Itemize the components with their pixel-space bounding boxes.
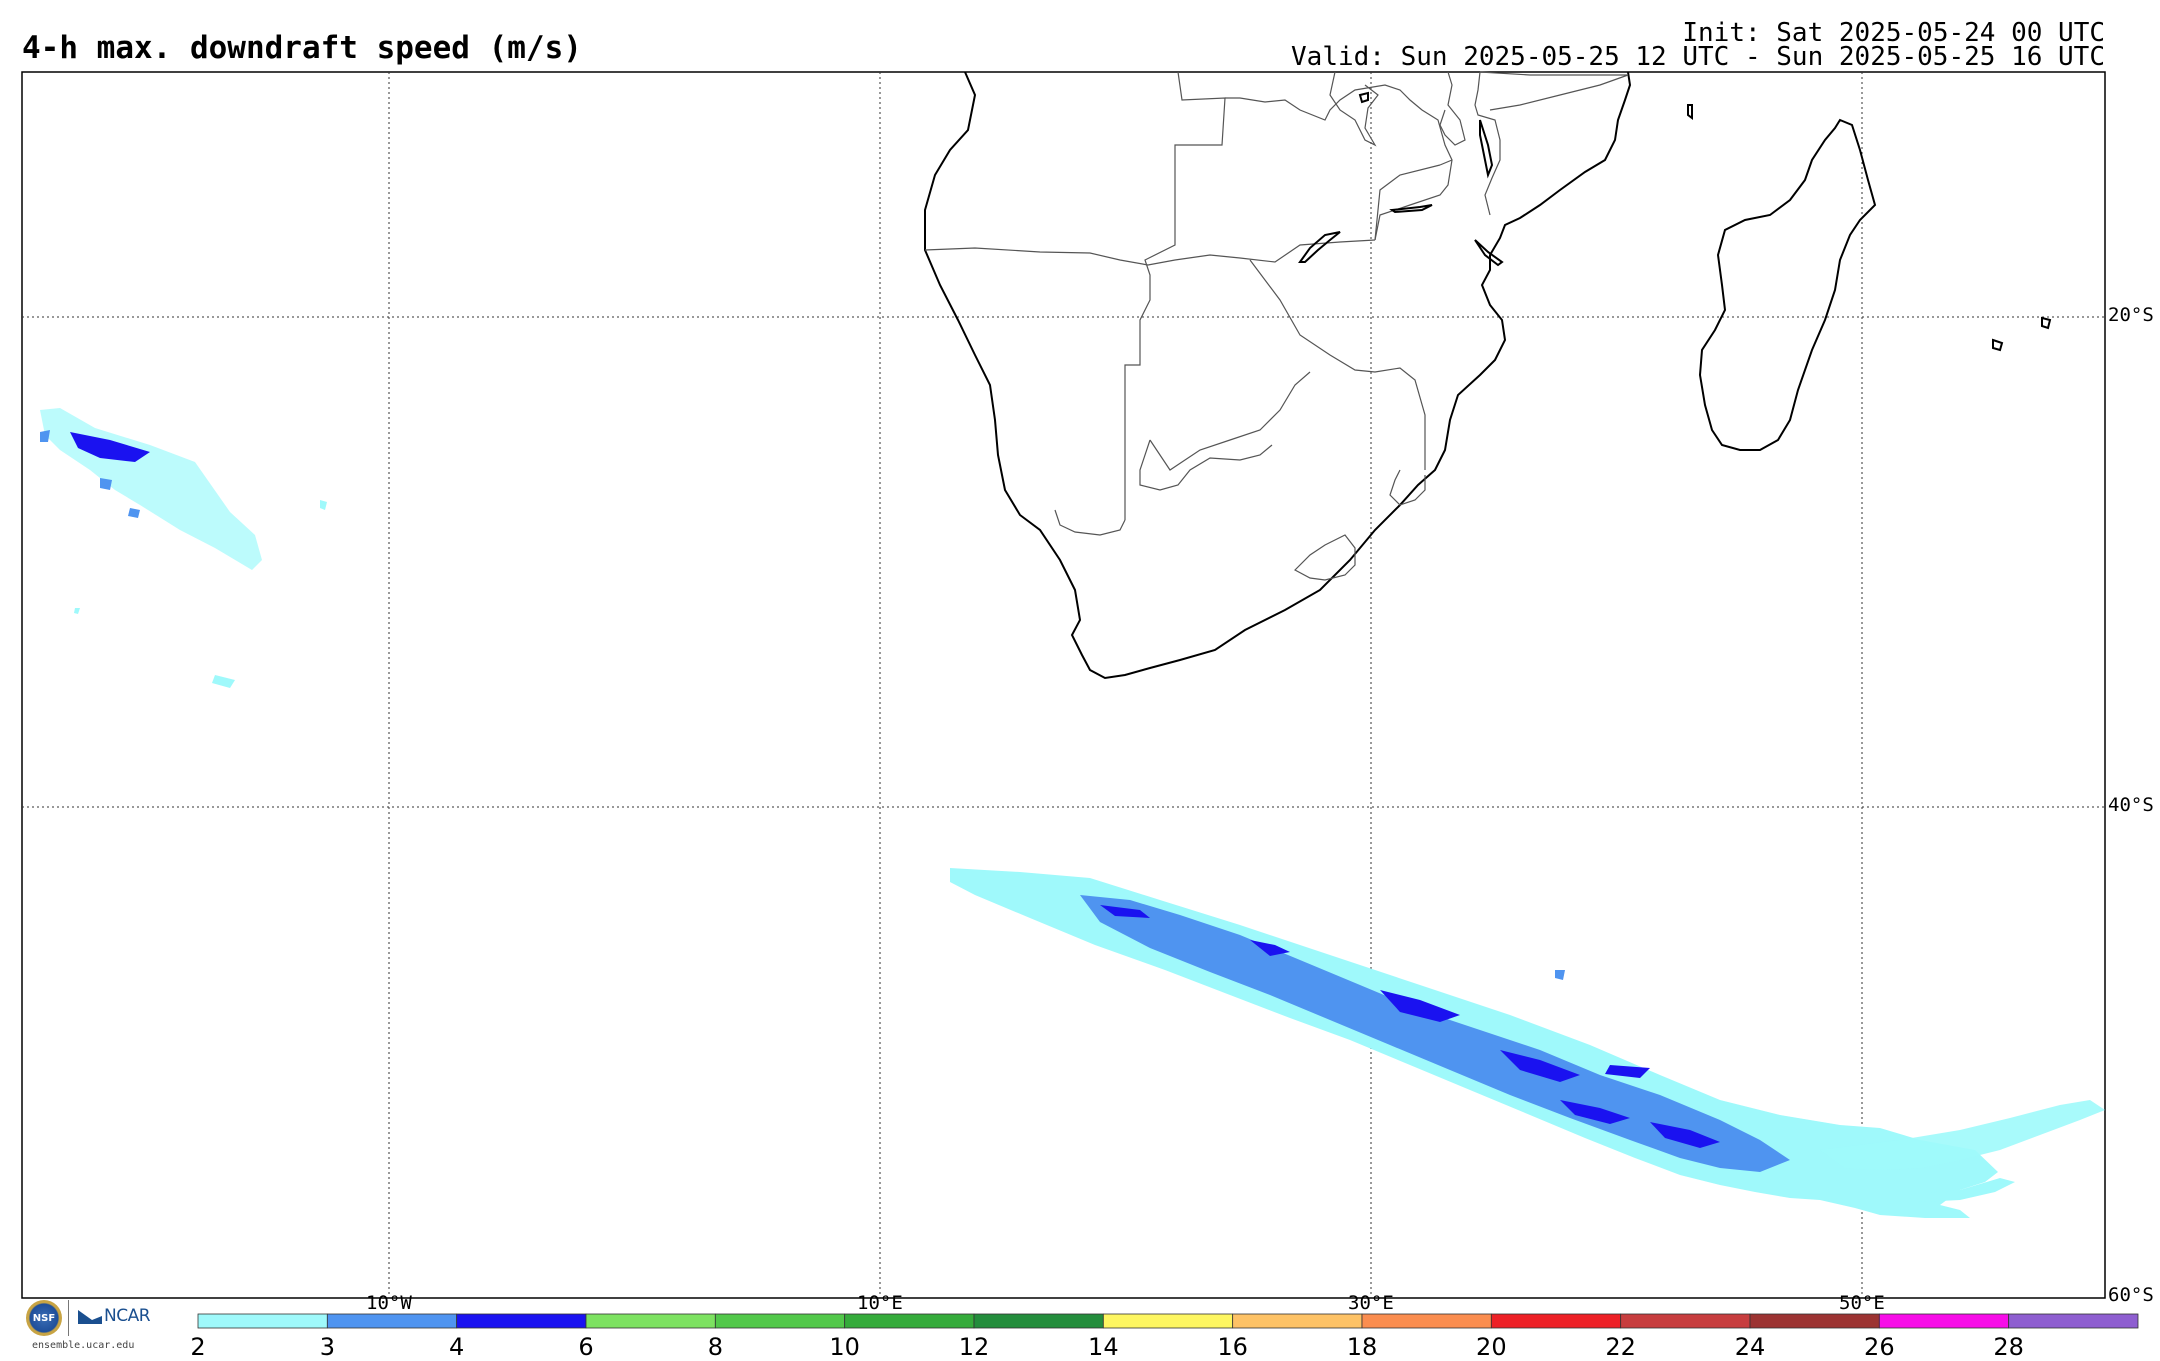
- colorbar-tick-label: 2: [190, 1333, 206, 1361]
- lat-label-40s: 40°S: [2108, 794, 2154, 816]
- africa-coastline: [924, 71, 1632, 680]
- colorbar-swatch: [1102, 1313, 1234, 1329]
- lat-label-60s: 60°S: [2108, 1284, 2154, 1306]
- colorbar-tick-label: 24: [1734, 1333, 1766, 1361]
- downdraft-west-patch: [40, 408, 327, 688]
- colorbar-tick-label: 3: [319, 1333, 335, 1361]
- colorbar-tick-label: 6: [578, 1333, 594, 1361]
- map-frame: [21, 71, 2106, 1299]
- colorbar-tick-label: 18: [1346, 1333, 1378, 1361]
- ncar-text: NCAR: [104, 1306, 151, 1326]
- init-time: Init: Sat 2025-05-24 00 UTC: [1682, 18, 2105, 48]
- colorbar-swatch: [973, 1313, 1104, 1329]
- downdraft-front-band: [950, 868, 2105, 1218]
- lat-label-20s: 20°S: [2108, 304, 2154, 326]
- colorbar-swatch: [1878, 1313, 2010, 1329]
- lon-label-10e: 10°E: [857, 1292, 903, 1314]
- colorbar-swatch: [1361, 1313, 1492, 1329]
- colorbar-swatch: [844, 1313, 975, 1329]
- map-title: 4-h max. downdraft speed (m/s): [22, 30, 582, 66]
- lakes: [1298, 91, 1504, 267]
- colorbar-tick-label: 20: [1476, 1333, 1507, 1361]
- colorbar-tick-label: 8: [707, 1333, 723, 1361]
- madagascar-coastline: [1687, 104, 2052, 451]
- colorbar-tick-label: 22: [1605, 1333, 1636, 1361]
- colorbar-tick-label: 14: [1088, 1333, 1119, 1361]
- colorbar-tick-label: 16: [1217, 1333, 1248, 1361]
- colorbar-swatch: [1749, 1313, 1880, 1329]
- colorbar-tick-label: 12: [958, 1333, 990, 1361]
- colorbar-swatch: [1490, 1313, 1622, 1329]
- logo-divider: [68, 1300, 69, 1336]
- colorbar-swatch: [1620, 1313, 1751, 1329]
- ncar-mark-icon: [78, 1310, 102, 1324]
- colorbar-tick-label: 4: [449, 1333, 465, 1361]
- gridlines: [22, 72, 2105, 1298]
- colorbar-tick-label: 10: [829, 1333, 860, 1361]
- colorbar-swatch: [197, 1313, 328, 1329]
- colorbar-tick-label: 28: [1993, 1333, 2024, 1361]
- colorbar-swatch: [1232, 1313, 1363, 1329]
- lon-label-30e: 30°E: [1348, 1292, 1394, 1314]
- lon-label-50e: 50°E: [1839, 1292, 1885, 1314]
- colorbar-swatch: [326, 1313, 458, 1329]
- valid-time: Valid: Sun 2025-05-25 12 UTC - Sun 2025-…: [1291, 42, 2105, 72]
- ncar-logo: NCAR: [78, 1306, 151, 1326]
- country-borders: [924, 71, 1629, 581]
- colorbar-swatch: [2008, 1313, 2139, 1329]
- colorbar-tick-label: 26: [1864, 1333, 1895, 1361]
- branding: NSF NCAR ensemble.ucar.edu: [22, 1300, 162, 1354]
- nsf-logo: NSF: [26, 1300, 62, 1336]
- colorbar-swatch: [714, 1313, 846, 1329]
- lon-label-10w: 10°W: [366, 1292, 412, 1314]
- colorbar-swatch: [456, 1313, 587, 1329]
- colorbar-swatch: [585, 1313, 716, 1329]
- site-url: ensemble.ucar.edu: [32, 1340, 135, 1351]
- colorbar: [197, 1313, 2139, 1329]
